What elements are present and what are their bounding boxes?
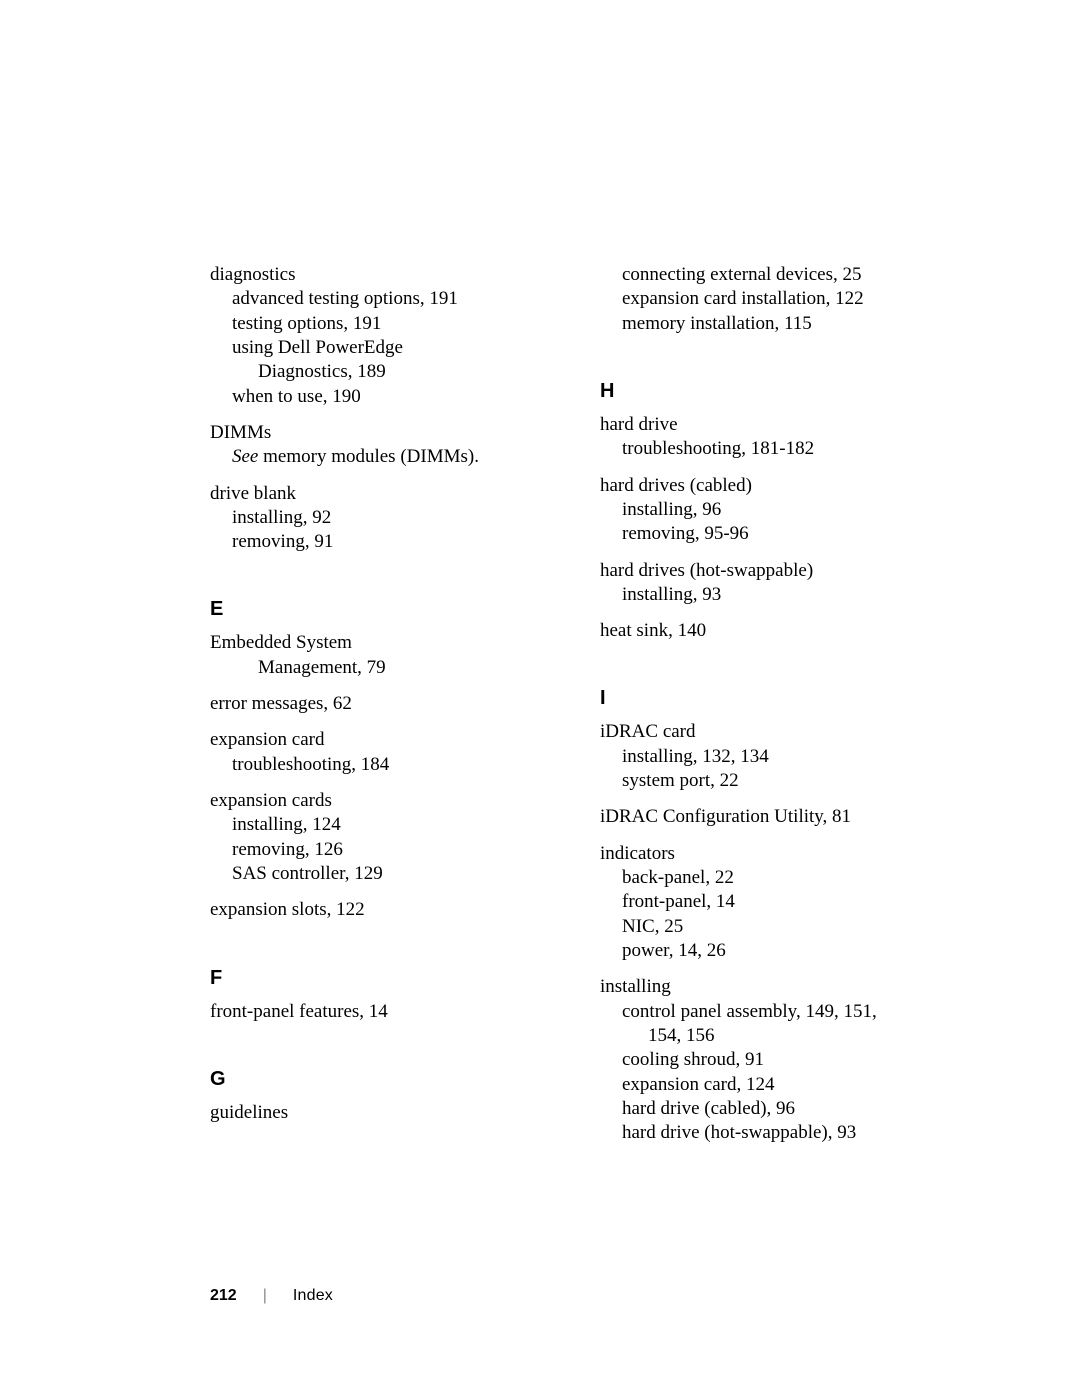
sub: expansion card installation, 122 [600, 287, 925, 311]
term: expansion card [210, 728, 535, 752]
index-page: diagnostics advanced testing options, 19… [0, 263, 1080, 1157]
sub: installing, 96 [600, 498, 925, 522]
term: diagnostics [210, 263, 535, 287]
term: installing [600, 975, 925, 999]
footer-separator: | [263, 1287, 267, 1305]
sub: testing options, 191 [210, 312, 535, 336]
entry-guidelines-cont: connecting external devices, 25 expansio… [600, 263, 925, 336]
section-letter-f: F [210, 967, 535, 990]
term: expansion slots, 122 [210, 898, 535, 922]
footer-section-label: Index [293, 1287, 333, 1305]
sub: SAS controller, 129 [210, 862, 535, 886]
term-cont: Management, 79 [210, 656, 535, 680]
entry-front-panel: front-panel features, 14 [210, 1000, 535, 1024]
section-letter-i: I [600, 687, 925, 710]
sub: hard drive (cabled), 96 [600, 1097, 925, 1121]
sub: hard drive (hot-swappable), 93 [600, 1121, 925, 1145]
sub: when to use, 190 [210, 385, 535, 409]
sub: expansion card, 124 [600, 1073, 925, 1097]
sub: system port, 22 [600, 769, 925, 793]
sub: cooling shroud, 91 [600, 1048, 925, 1072]
entry-embedded-system: Embedded System Management, 79 [210, 631, 535, 680]
term: error messages, 62 [210, 692, 535, 716]
term: iDRAC Configuration Utility, 81 [600, 805, 925, 829]
sub: troubleshooting, 181-182 [600, 437, 925, 461]
sub: installing, 93 [600, 583, 925, 607]
sub-cont: Diagnostics, 189 [210, 360, 535, 384]
term: hard drives (cabled) [600, 474, 925, 498]
sub-cont: 154, 156 [600, 1024, 925, 1048]
term: indicators [600, 842, 925, 866]
term: iDRAC card [600, 720, 925, 744]
entry-expansion-cards: expansion cards installing, 124 removing… [210, 789, 535, 886]
term: hard drive [600, 413, 925, 437]
see-target: memory modules (DIMMs). [258, 446, 479, 467]
sub: installing, 132, 134 [600, 745, 925, 769]
term: hard drives (hot-swappable) [600, 559, 925, 583]
left-column: diagnostics advanced testing options, 19… [210, 263, 580, 1157]
section-letter-h: H [600, 380, 925, 403]
entry-guidelines: guidelines [210, 1101, 535, 1125]
sub: control panel assembly, 149, 151, [600, 1000, 925, 1024]
entry-hard-drives-hotswap: hard drives (hot-swappable) installing, … [600, 559, 925, 608]
sub: memory installation, 115 [600, 312, 925, 336]
entry-expansion-card: expansion card troubleshooting, 184 [210, 728, 535, 777]
entry-idrac-config: iDRAC Configuration Utility, 81 [600, 805, 925, 829]
sub: installing, 92 [210, 506, 535, 530]
entry-dimms: DIMMs See memory modules (DIMMs). [210, 421, 535, 470]
sub: removing, 126 [210, 838, 535, 862]
term: guidelines [210, 1101, 535, 1125]
entry-hard-drive: hard drive troubleshooting, 181-182 [600, 413, 925, 462]
see-label: See [232, 446, 258, 467]
sub: troubleshooting, 184 [210, 753, 535, 777]
sub: back-panel, 22 [600, 866, 925, 890]
section-letter-g: G [210, 1068, 535, 1091]
sub: advanced testing options, 191 [210, 287, 535, 311]
term: Embedded System [210, 631, 535, 655]
term: drive blank [210, 482, 535, 506]
entry-heat-sink: heat sink, 140 [600, 619, 925, 643]
term: expansion cards [210, 789, 535, 813]
entry-drive-blank: drive blank installing, 92 removing, 91 [210, 482, 535, 555]
term: DIMMs [210, 421, 535, 445]
entry-indicators: indicators back-panel, 22 front-panel, 1… [600, 842, 925, 964]
page-footer: 212 | Index [210, 1287, 333, 1305]
sub: NIC, 25 [600, 915, 925, 939]
sub: power, 14, 26 [600, 939, 925, 963]
sub: See memory modules (DIMMs). [210, 445, 535, 469]
entry-hard-drives-cabled: hard drives (cabled) installing, 96 remo… [600, 474, 925, 547]
sub: front-panel, 14 [600, 890, 925, 914]
sub: removing, 91 [210, 530, 535, 554]
sub: using Dell PowerEdge [210, 336, 535, 360]
term: front-panel features, 14 [210, 1000, 535, 1024]
sub: removing, 95-96 [600, 522, 925, 546]
sub: installing, 124 [210, 813, 535, 837]
entry-installing: installing control panel assembly, 149, … [600, 975, 925, 1145]
entry-error-messages: error messages, 62 [210, 692, 535, 716]
term: heat sink, 140 [600, 619, 925, 643]
sub: connecting external devices, 25 [600, 263, 925, 287]
section-letter-e: E [210, 598, 535, 621]
entry-diagnostics: diagnostics advanced testing options, 19… [210, 263, 535, 409]
entry-expansion-slots: expansion slots, 122 [210, 898, 535, 922]
page-number: 212 [210, 1287, 237, 1305]
right-column: connecting external devices, 25 expansio… [580, 263, 925, 1157]
entry-idrac-card: iDRAC card installing, 132, 134 system p… [600, 720, 925, 793]
